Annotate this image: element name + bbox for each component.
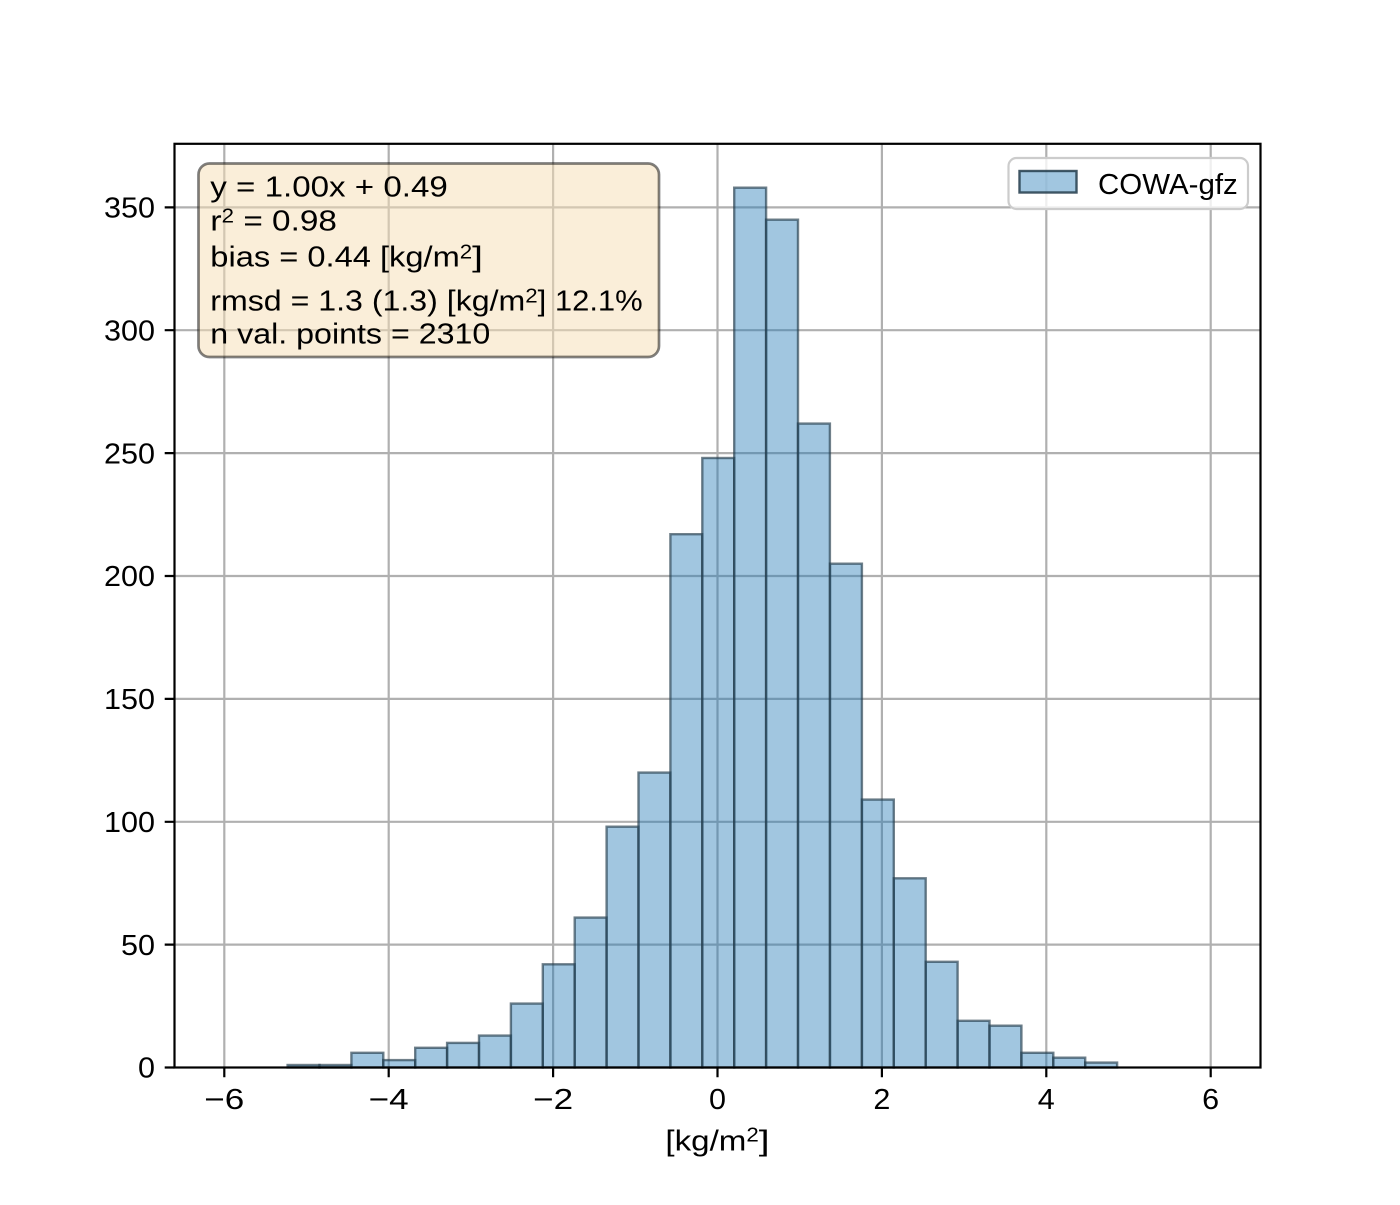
svg-text:4: 4 xyxy=(1038,1084,1055,1116)
svg-text:bias = 0.44 [kg/m2]: bias = 0.44 [kg/m2] xyxy=(210,242,483,274)
svg-text:−4: −4 xyxy=(369,1084,409,1116)
svg-text:n val. points = 2310: n val. points = 2310 xyxy=(210,318,490,350)
svg-text:rmsd = 1.3 (1.3) [kg/m2] 12.1%: rmsd = 1.3 (1.3) [kg/m2] 12.1% xyxy=(210,285,642,317)
svg-text:300: 300 xyxy=(104,315,155,347)
svg-text:150: 150 xyxy=(104,684,155,716)
svg-text:COWA-gfz: COWA-gfz xyxy=(1098,169,1238,201)
svg-text:2: 2 xyxy=(873,1084,890,1116)
svg-text:6: 6 xyxy=(1202,1084,1219,1116)
svg-text:r2 = 0.98: r2 = 0.98 xyxy=(210,205,337,237)
svg-text:y = 1.00x + 0.49: y = 1.00x + 0.49 xyxy=(210,171,447,203)
svg-text:200: 200 xyxy=(104,561,155,593)
svg-text:50: 50 xyxy=(121,930,155,962)
svg-text:0: 0 xyxy=(709,1084,726,1116)
svg-text:350: 350 xyxy=(104,193,155,225)
svg-text:250: 250 xyxy=(104,438,155,470)
svg-text:[kg/m2]: [kg/m2] xyxy=(665,1125,769,1158)
svg-text:−6: −6 xyxy=(204,1084,244,1116)
svg-text:100: 100 xyxy=(104,807,155,839)
svg-text:0: 0 xyxy=(138,1053,155,1085)
svg-text:−2: −2 xyxy=(533,1084,573,1116)
